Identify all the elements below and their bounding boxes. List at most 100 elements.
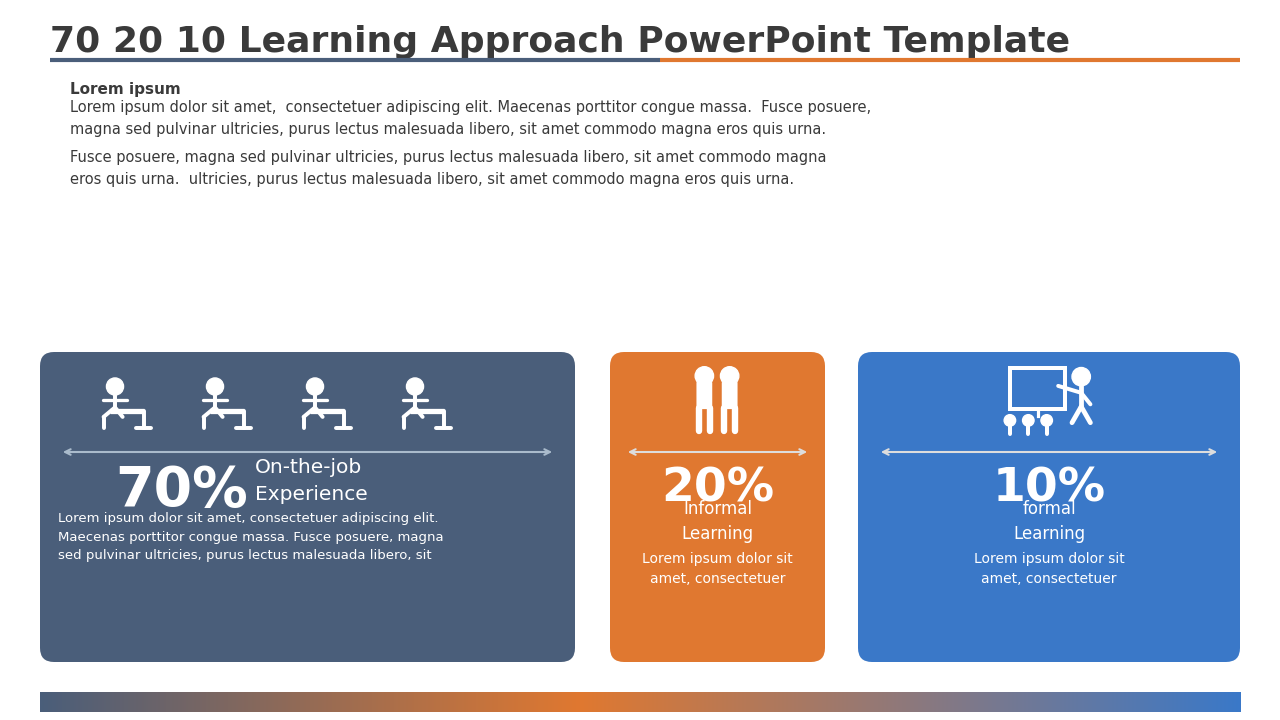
Bar xyxy=(710,692,713,712)
Bar xyxy=(572,692,575,712)
Bar xyxy=(684,692,686,712)
Bar xyxy=(530,692,532,712)
Bar xyxy=(1162,692,1165,712)
Bar xyxy=(1094,692,1097,712)
Bar xyxy=(676,692,678,712)
Bar xyxy=(292,692,294,712)
Text: Lorem ipsum: Lorem ipsum xyxy=(70,82,180,97)
Bar xyxy=(838,692,841,712)
Bar xyxy=(398,692,401,712)
Circle shape xyxy=(407,378,424,395)
Bar xyxy=(882,692,884,712)
Bar xyxy=(466,692,468,712)
Bar xyxy=(700,692,703,712)
Bar xyxy=(1142,692,1144,712)
Bar xyxy=(1210,692,1212,712)
Bar xyxy=(324,692,326,712)
Bar xyxy=(984,692,987,712)
Bar xyxy=(160,692,163,712)
Bar xyxy=(1106,692,1108,712)
Bar xyxy=(1198,692,1201,712)
Bar xyxy=(612,692,614,712)
Bar xyxy=(1181,692,1184,712)
Bar xyxy=(764,692,767,712)
Circle shape xyxy=(721,366,739,385)
Bar xyxy=(60,692,63,712)
Bar xyxy=(1128,692,1130,712)
Bar xyxy=(196,692,198,712)
Bar xyxy=(746,692,749,712)
Bar xyxy=(444,692,447,712)
Bar xyxy=(648,692,650,712)
Bar xyxy=(1178,692,1180,712)
Bar xyxy=(412,692,415,712)
Bar xyxy=(1073,692,1074,712)
Bar xyxy=(468,692,471,712)
Bar xyxy=(724,692,727,712)
Bar xyxy=(989,692,992,712)
Bar xyxy=(771,692,773,712)
Bar xyxy=(108,692,110,712)
Bar xyxy=(1188,692,1190,712)
Circle shape xyxy=(1073,367,1091,386)
Bar xyxy=(1132,692,1134,712)
Bar xyxy=(434,692,436,712)
Bar xyxy=(230,692,233,712)
Bar xyxy=(406,692,408,712)
Bar xyxy=(300,692,302,712)
Bar xyxy=(1100,692,1102,712)
Bar xyxy=(678,692,681,712)
Text: 70 20 10 Learning Approach PowerPoint Template: 70 20 10 Learning Approach PowerPoint Te… xyxy=(50,25,1070,59)
Bar xyxy=(590,692,593,712)
Bar xyxy=(868,692,870,712)
Bar xyxy=(216,692,219,712)
Bar xyxy=(856,692,859,712)
Bar xyxy=(264,692,266,712)
Bar xyxy=(170,692,173,712)
Bar xyxy=(204,692,206,712)
Bar xyxy=(440,692,443,712)
Bar xyxy=(646,692,649,712)
Bar xyxy=(200,692,202,712)
Bar xyxy=(332,692,334,712)
Text: Lorem ipsum dolor sit
amet, consectetuer: Lorem ipsum dolor sit amet, consectetuer xyxy=(974,552,1124,586)
Bar xyxy=(657,692,658,712)
Bar xyxy=(358,692,361,712)
Bar xyxy=(419,692,421,712)
Bar xyxy=(658,692,660,712)
Bar xyxy=(1042,692,1044,712)
Bar xyxy=(356,692,358,712)
FancyBboxPatch shape xyxy=(611,352,826,662)
Bar xyxy=(218,692,220,712)
Bar xyxy=(104,692,106,712)
Bar xyxy=(1192,692,1194,712)
Text: On-the-job
Experience: On-the-job Experience xyxy=(255,458,367,503)
Bar xyxy=(892,692,895,712)
Bar xyxy=(573,692,576,712)
Bar xyxy=(1155,692,1157,712)
Bar xyxy=(1144,692,1147,712)
Bar xyxy=(1124,692,1126,712)
Bar xyxy=(189,692,192,712)
Bar xyxy=(888,692,891,712)
Bar xyxy=(477,692,480,712)
Bar xyxy=(1091,692,1093,712)
Bar xyxy=(730,692,732,712)
Bar xyxy=(294,692,297,712)
Bar xyxy=(1213,692,1216,712)
Bar xyxy=(810,692,813,712)
Bar xyxy=(1059,692,1061,712)
Bar xyxy=(74,692,77,712)
Bar xyxy=(1208,692,1211,712)
Bar xyxy=(76,692,78,712)
Bar xyxy=(914,692,916,712)
Bar xyxy=(384,692,387,712)
Bar xyxy=(596,692,599,712)
Bar xyxy=(278,692,280,712)
Bar xyxy=(388,692,390,712)
Bar xyxy=(394,692,397,712)
Bar xyxy=(637,692,640,712)
Bar xyxy=(600,692,603,712)
Bar xyxy=(515,692,517,712)
Bar xyxy=(67,692,69,712)
